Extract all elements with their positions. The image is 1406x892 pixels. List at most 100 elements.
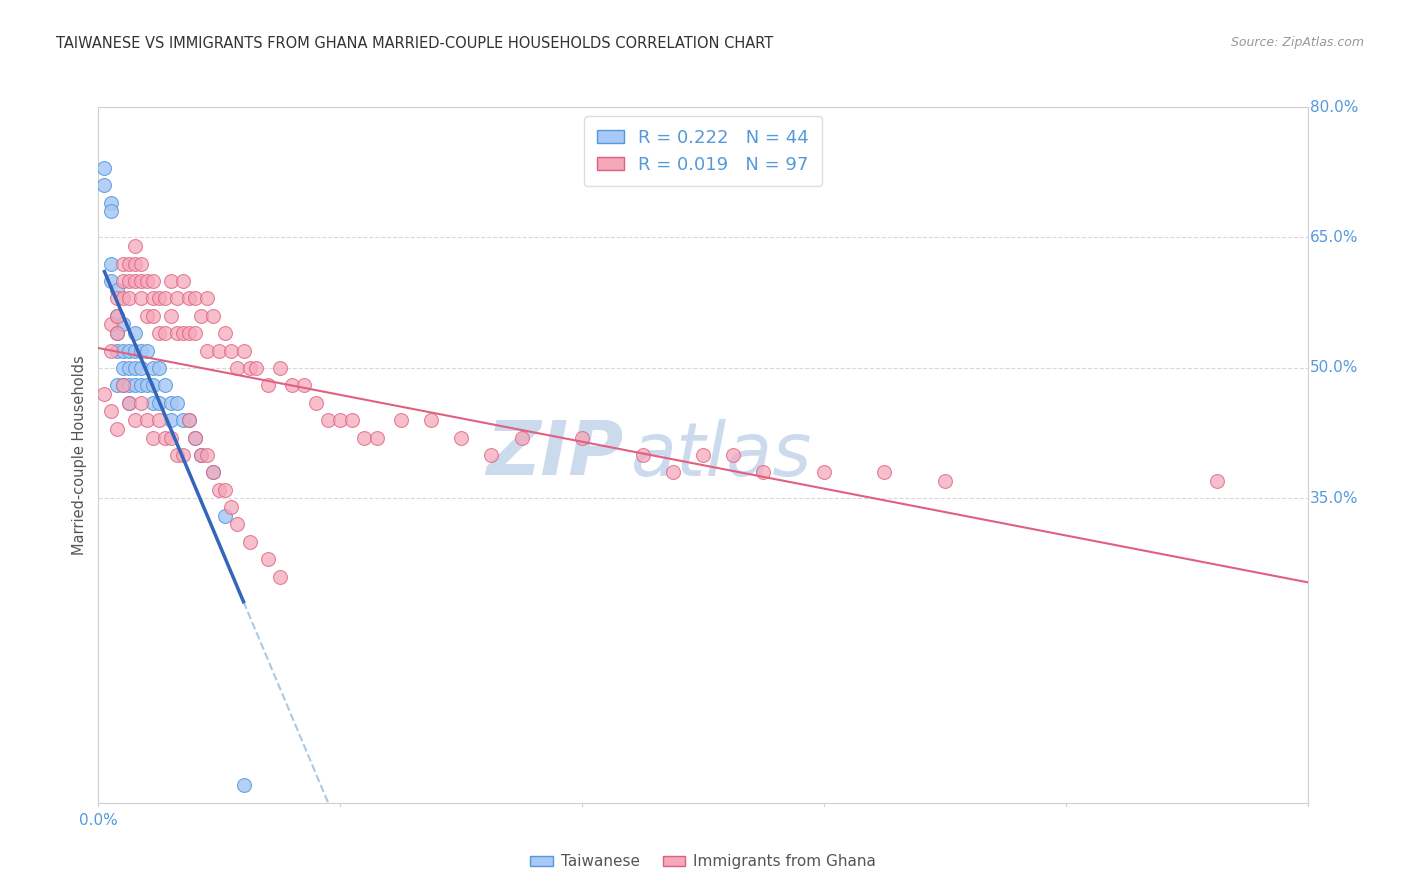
Text: atlas: atlas — [630, 419, 811, 491]
Point — [105, 283, 128, 297]
Point — [111, 360, 134, 375]
Point — [166, 291, 188, 305]
Point — [190, 448, 212, 462]
Point — [184, 431, 207, 445]
Point — [208, 483, 231, 497]
Point — [105, 326, 128, 340]
Point — [100, 256, 122, 270]
Point — [353, 431, 375, 445]
Point — [281, 378, 304, 392]
Point — [118, 256, 141, 270]
Legend: R = 0.222   N = 44, R = 0.019   N = 97: R = 0.222 N = 44, R = 0.019 N = 97 — [585, 116, 821, 186]
Point — [105, 343, 128, 358]
Point — [129, 291, 152, 305]
Point — [153, 378, 176, 392]
Point — [105, 309, 128, 323]
Point — [100, 343, 122, 358]
Point — [160, 309, 183, 323]
Point — [160, 274, 183, 288]
Point — [184, 431, 207, 445]
Point — [166, 448, 188, 462]
Point — [226, 360, 249, 375]
Point — [813, 466, 835, 480]
Text: 0.0%: 0.0% — [79, 814, 118, 829]
Point — [419, 413, 441, 427]
Point — [256, 378, 278, 392]
Point — [195, 343, 218, 358]
Point — [124, 274, 146, 288]
Point — [208, 343, 231, 358]
Point — [195, 448, 218, 462]
Point — [129, 256, 152, 270]
Point — [105, 378, 128, 392]
Point — [111, 378, 134, 392]
Point — [111, 291, 134, 305]
Point — [124, 343, 146, 358]
Point — [105, 422, 128, 436]
Point — [142, 291, 165, 305]
Text: TAIWANESE VS IMMIGRANTS FROM GHANA MARRIED-COUPLE HOUSEHOLDS CORRELATION CHART: TAIWANESE VS IMMIGRANTS FROM GHANA MARRI… — [56, 36, 773, 51]
Point — [177, 291, 201, 305]
Point — [135, 378, 157, 392]
Point — [172, 274, 194, 288]
Point — [342, 413, 364, 427]
Point — [135, 309, 157, 323]
Point — [172, 326, 194, 340]
Point — [148, 326, 170, 340]
Point — [366, 431, 388, 445]
Point — [111, 274, 134, 288]
Point — [184, 326, 207, 340]
Point — [245, 360, 267, 375]
Point — [118, 396, 141, 410]
Point — [214, 326, 236, 340]
Point — [124, 256, 146, 270]
Point — [142, 431, 165, 445]
Point — [269, 360, 291, 375]
Text: 80.0%: 80.0% — [1310, 100, 1358, 114]
Point — [93, 387, 115, 401]
Point — [148, 413, 170, 427]
Point — [450, 431, 472, 445]
Point — [305, 396, 328, 410]
Point — [124, 239, 146, 253]
Point — [226, 517, 249, 532]
Point — [873, 466, 896, 480]
Point — [160, 396, 183, 410]
Point — [118, 378, 141, 392]
Point — [166, 396, 188, 410]
Point — [177, 413, 201, 427]
Point — [153, 326, 176, 340]
Point — [105, 326, 128, 340]
Point — [100, 204, 122, 219]
Point — [118, 343, 141, 358]
Point — [202, 466, 225, 480]
Point — [124, 378, 146, 392]
Point — [100, 274, 122, 288]
Point — [481, 448, 503, 462]
Point — [153, 291, 176, 305]
Text: Source: ZipAtlas.com: Source: ZipAtlas.com — [1230, 36, 1364, 49]
Point — [292, 378, 315, 392]
Point — [214, 483, 236, 497]
Point — [232, 778, 254, 792]
Point — [142, 396, 165, 410]
Point — [221, 500, 243, 514]
Point — [184, 291, 207, 305]
Point — [692, 448, 714, 462]
Point — [148, 291, 170, 305]
Point — [118, 274, 141, 288]
Point — [329, 413, 352, 427]
Point — [153, 431, 176, 445]
Point — [100, 195, 122, 210]
Point — [221, 343, 243, 358]
Point — [160, 431, 183, 445]
Point — [190, 448, 212, 462]
Point — [111, 378, 134, 392]
Point — [100, 404, 122, 418]
Point — [177, 413, 201, 427]
Point — [111, 256, 134, 270]
Point — [316, 413, 339, 427]
Point — [232, 343, 254, 358]
Point — [1206, 474, 1229, 488]
Point — [510, 431, 533, 445]
